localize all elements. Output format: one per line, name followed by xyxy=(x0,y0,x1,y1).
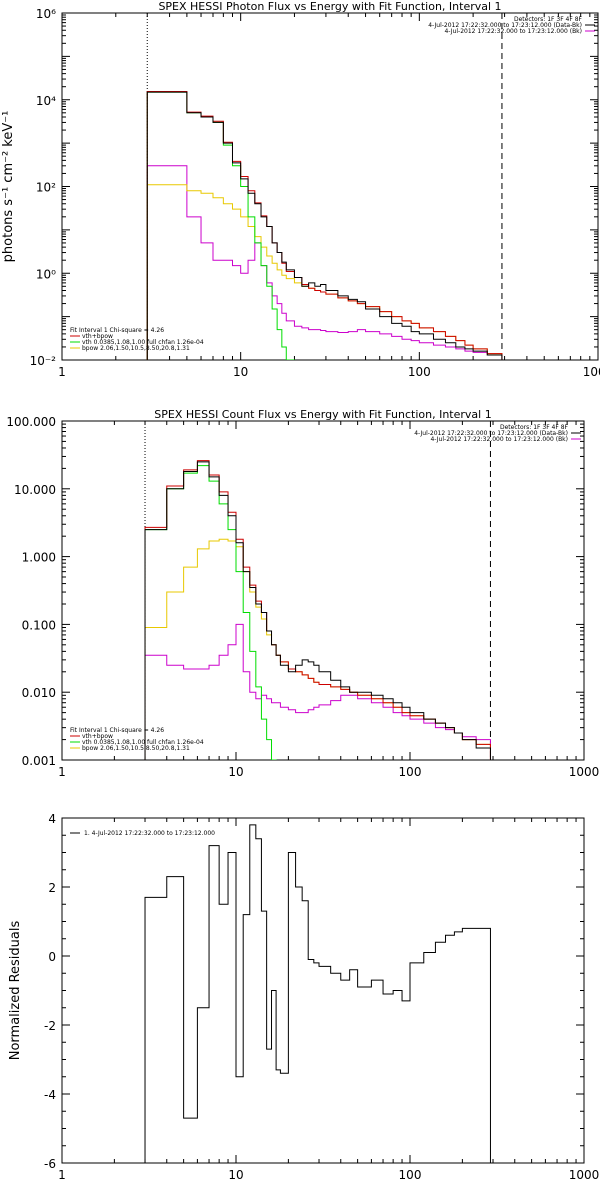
series-data xyxy=(144,461,491,760)
y-tick-label: -6 xyxy=(44,1157,56,1171)
x-tick-label: 10 xyxy=(228,1168,243,1182)
legend-bottom-entry: vth+bpow xyxy=(82,333,113,340)
y-tick-label: -2 xyxy=(44,1019,56,1033)
series-group xyxy=(146,90,503,360)
series-bpow xyxy=(144,538,491,760)
series-vth xyxy=(144,465,491,760)
y-tick-label: 0.010 xyxy=(22,686,56,700)
legend-top-entry: 4-Jul-2012 17:22:32.000 to 17:23:12.000 … xyxy=(444,28,582,35)
y-axis-label: photons s⁻¹ cm⁻² keV⁻¹ xyxy=(1,111,16,263)
series-background xyxy=(144,623,491,760)
series-group xyxy=(144,460,491,760)
legend-top-entry: Detectors: 1F 3F 4F 8F xyxy=(514,16,583,23)
y-tick-label: 0.100 xyxy=(22,618,56,632)
series-group xyxy=(144,824,491,1163)
y-tick-label: 0 xyxy=(48,950,56,964)
y-tick-label: 100.000 xyxy=(6,415,56,429)
y-tick-label: 10.000 xyxy=(14,483,56,497)
legend-bottom-entry: bpow 2.06,1.50,10.5,8.50,20.8,1.31 xyxy=(82,345,190,352)
x-tick-label: 1 xyxy=(58,765,66,779)
chart-title: SPEX HESSI Photon Flux vs Energy with Fi… xyxy=(158,0,501,13)
x-tick-label: 10 xyxy=(233,365,248,379)
x-tick-label: 1000 xyxy=(583,365,600,379)
chart-panel-3: Normalized Residuals 1 10 100 1000 -6 -4 -2 0 2 4 1… xyxy=(8,812,599,1182)
legend-bottom-entry: vth 0.0385,1.08,1.00 full chfan 1.26e-04 xyxy=(82,739,204,746)
y-tick-label: 2 xyxy=(48,881,56,895)
y-tick-label: 10⁻² xyxy=(30,354,57,368)
chart-title: SPEX HESSI Count Flux vs Energy with Fit… xyxy=(154,408,491,421)
y-tick-label: 10⁰ xyxy=(36,267,56,281)
legend-entry: 1. 4-Jul-2012 17:22:32.000 to 17:23:12.0… xyxy=(84,830,215,837)
chart-panel-2: SPEX HESSI Count Flux vs Energy with Fit… xyxy=(6,408,600,779)
y-tick-label: -4 xyxy=(44,1088,56,1102)
y-tick-label: 10² xyxy=(36,181,56,195)
legend-top-entry: Detectors: 1F 3F 4F 8F xyxy=(500,424,569,431)
y-tick-label: 4 xyxy=(48,812,56,826)
series-background xyxy=(146,165,503,360)
plot-frame xyxy=(61,420,585,761)
legend-bottom-entry: bpow 2.06,1.50,10.5,8.50,20.8,1.31 xyxy=(82,745,190,752)
legend-bottom-entry: vth+bpow xyxy=(82,733,113,740)
x-tick-label: 100 xyxy=(399,765,422,779)
y-tick-label: 0.001 xyxy=(22,754,56,768)
x-tick-label: 1000 xyxy=(569,1168,600,1182)
x-tick-label: 100 xyxy=(408,365,431,379)
series-data xyxy=(146,91,503,360)
series-vth-bpow xyxy=(146,90,503,360)
legend-top-entry: 4-Jul-2012 17:22:32.000 to 17:23:12.000 … xyxy=(414,430,568,437)
y-tick-label: 10⁶ xyxy=(36,7,56,21)
x-tick-label: 1 xyxy=(58,1168,66,1182)
legend-bottom-entry: Fit Interval 1 Chi-square = 4.26 xyxy=(70,327,164,334)
legend-top-entry: 4-Jul-2012 17:22:32.000 to 17:23:12.000 … xyxy=(430,436,568,443)
y-axis-label: Normalized Residuals xyxy=(8,921,23,1061)
legend-bottom-entry: vth 0.0385,1.08,1.00 full chfan 1.26e-04 xyxy=(82,339,204,346)
legend-top-entry: 4-Jul-2012 17:22:32.000 to 17:23:12.000 … xyxy=(428,22,582,29)
legend-bottom-entry: Fit Interval 1 Chi-square = 4.26 xyxy=(70,727,164,734)
plot-frame xyxy=(61,12,599,361)
y-tick-label: 10⁴ xyxy=(36,94,56,108)
x-tick-label: 100 xyxy=(399,1168,422,1182)
series-residual xyxy=(144,824,491,1163)
plot-frame xyxy=(61,817,585,1164)
series-vth-bpow xyxy=(144,460,491,760)
x-tick-label: 1 xyxy=(58,365,66,379)
series-vth xyxy=(146,91,503,360)
x-tick-label: 1000 xyxy=(569,765,600,779)
chart-panel-1: SPEX HESSI Photon Flux vs Energy with Fi… xyxy=(1,0,600,379)
series-bpow xyxy=(146,184,503,360)
y-tick-label: 1.000 xyxy=(22,551,56,565)
x-tick-label: 10 xyxy=(228,765,243,779)
